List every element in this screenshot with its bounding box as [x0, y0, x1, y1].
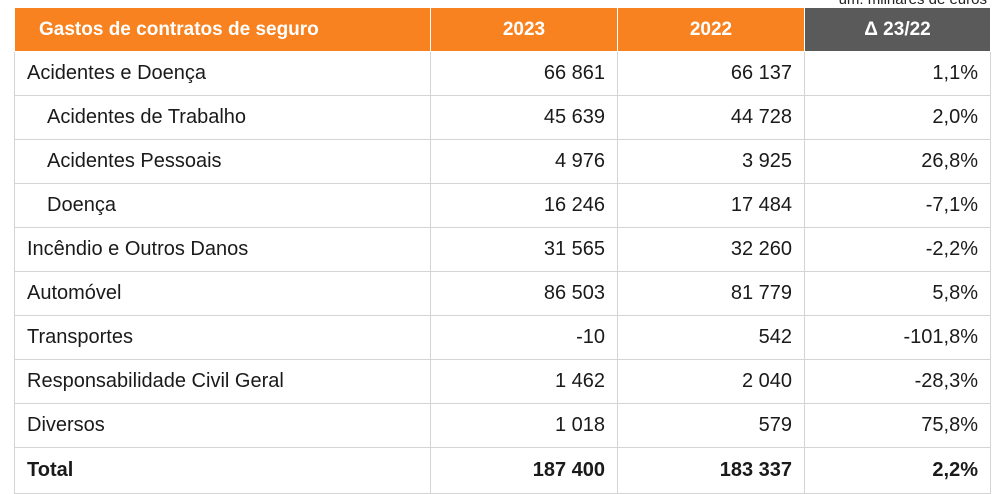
row-value-2022: 542	[617, 315, 805, 360]
total-value-2023: 187 400	[430, 447, 618, 494]
table-row: Responsabilidade Civil Geral 1 462 2 040…	[14, 359, 991, 404]
table-row: Acidentes e Doença 66 861 66 137 1,1%	[14, 51, 991, 96]
row-delta: 1,1%	[804, 51, 991, 96]
table-row: Acidentes de Trabalho 45 639 44 728 2,0%	[14, 95, 991, 140]
row-value-2023: 45 639	[430, 95, 618, 140]
row-value-2023: 1 018	[430, 403, 618, 448]
row-value-2023: -10	[430, 315, 618, 360]
row-value-2023: 31 565	[430, 227, 618, 272]
table-row: Transportes -10 542 -101,8%	[14, 315, 991, 360]
row-delta: -7,1%	[804, 183, 991, 228]
row-value-2022: 66 137	[617, 51, 805, 96]
table-row: Incêndio e Outros Danos 31 565 32 260 -2…	[14, 227, 991, 272]
row-delta: -28,3%	[804, 359, 991, 404]
row-delta: 75,8%	[804, 403, 991, 448]
total-value-2022: 183 337	[617, 447, 805, 494]
header-year-2023: 2023	[430, 7, 618, 52]
header-delta: Δ 23/22	[804, 7, 991, 52]
header-label: Gastos de contratos de seguro	[14, 7, 431, 52]
table-row: Doença 16 246 17 484 -7,1%	[14, 183, 991, 228]
row-label: Responsabilidade Civil Geral	[14, 359, 431, 404]
row-label: Incêndio e Outros Danos	[14, 227, 431, 272]
row-value-2022: 32 260	[617, 227, 805, 272]
row-label: Acidentes Pessoais	[14, 139, 431, 184]
total-label: Total	[14, 447, 431, 494]
row-value-2022: 44 728	[617, 95, 805, 140]
row-label: Acidentes e Doença	[14, 51, 431, 96]
row-value-2023: 86 503	[430, 271, 618, 316]
header-year-2022: 2022	[617, 7, 805, 52]
row-delta: 26,8%	[804, 139, 991, 184]
row-delta: -2,2%	[804, 227, 991, 272]
row-value-2023: 66 861	[430, 51, 618, 96]
table-row: Automóvel 86 503 81 779 5,8%	[14, 271, 991, 316]
header-row: Gastos de contratos de seguro 2023 2022 …	[14, 7, 991, 52]
table-row: Diversos 1 018 579 75,8%	[14, 403, 991, 448]
row-label: Doença	[14, 183, 431, 228]
row-value-2023: 1 462	[430, 359, 618, 404]
total-row: Total 187 400 183 337 2,2%	[14, 447, 991, 494]
row-value-2023: 4 976	[430, 139, 618, 184]
row-value-2022: 579	[617, 403, 805, 448]
row-label: Acidentes de Trabalho	[14, 95, 431, 140]
total-delta: 2,2%	[804, 447, 991, 494]
row-value-2022: 81 779	[617, 271, 805, 316]
row-delta: -101,8%	[804, 315, 991, 360]
table-header: Gastos de contratos de seguro 2023 2022 …	[14, 7, 991, 52]
row-value-2023: 16 246	[430, 183, 618, 228]
unit-note: um: milhares de euros	[839, 0, 987, 9]
row-value-2022: 17 484	[617, 183, 805, 228]
row-delta: 2,0%	[804, 95, 991, 140]
row-value-2022: 2 040	[617, 359, 805, 404]
row-label: Transportes	[14, 315, 431, 360]
row-value-2022: 3 925	[617, 139, 805, 184]
table-body: Acidentes e Doença 66 861 66 137 1,1% Ac…	[14, 51, 991, 494]
row-delta: 5,8%	[804, 271, 991, 316]
row-label: Automóvel	[14, 271, 431, 316]
table-row: Acidentes Pessoais 4 976 3 925 26,8%	[14, 139, 991, 184]
row-label: Diversos	[14, 403, 431, 448]
insurance-costs-table: Gastos de contratos de seguro 2023 2022 …	[14, 7, 991, 494]
